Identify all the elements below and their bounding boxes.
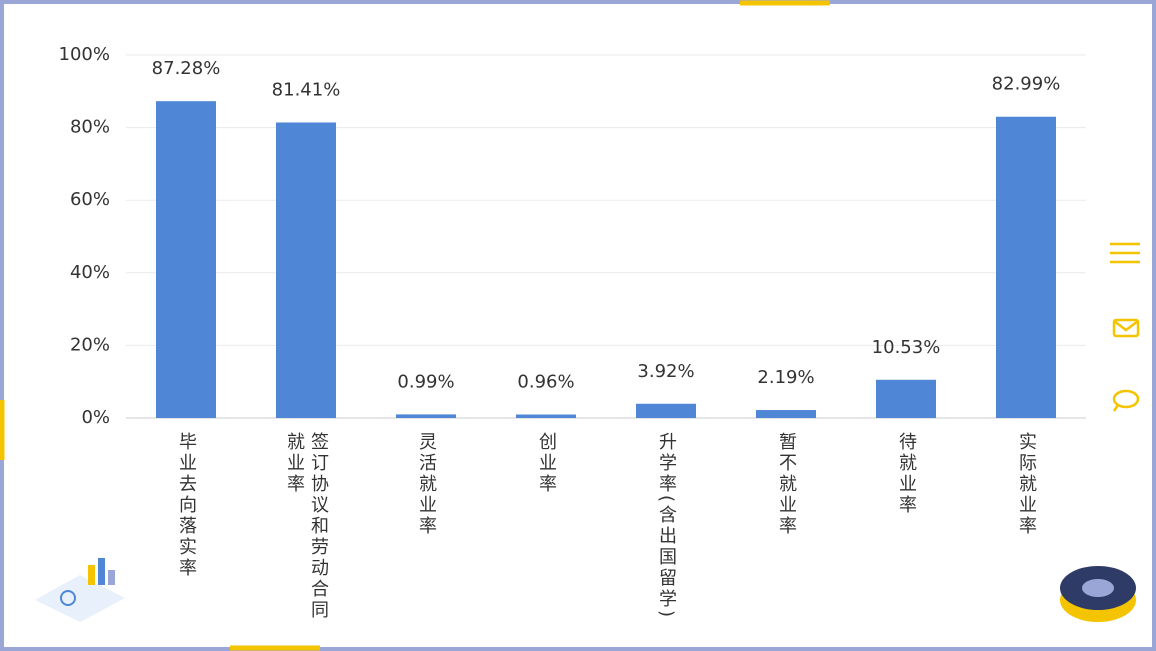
value-label: 81.41% <box>272 79 341 100</box>
mail-icon[interactable] <box>1112 318 1140 338</box>
y-tick-label: 60% <box>70 189 110 210</box>
value-label: 2.19% <box>757 367 814 388</box>
value-label: 3.92% <box>637 361 694 382</box>
x-tick-label: 毕业去向落实率 <box>176 432 197 579</box>
value-label: 0.99% <box>397 371 454 392</box>
decor-donut <box>1060 566 1136 622</box>
chat-icon[interactable] <box>1112 389 1140 412</box>
bar <box>636 403 696 418</box>
bar <box>876 379 936 418</box>
y-tick-label: 0% <box>81 407 110 428</box>
x-tick-label: 灵活就业率 <box>416 432 437 537</box>
x-tick-label: 创业率 <box>536 432 557 495</box>
x-tick-label: 暂不就业率 <box>776 432 797 537</box>
y-tick-label: 20% <box>70 334 110 355</box>
bar <box>756 410 816 418</box>
value-label: 87.28% <box>152 58 221 79</box>
decor-illustration <box>35 558 125 622</box>
y-tick-label: 40% <box>70 262 110 283</box>
y-tick-label: 100% <box>59 44 110 65</box>
x-tick-label: 待就业率 <box>896 432 917 516</box>
value-label: 10.53% <box>872 337 941 358</box>
bar <box>516 414 576 418</box>
bar <box>396 414 456 418</box>
x-tick-label: 签订协议和劳动合同就业率 <box>284 432 329 621</box>
x-tick-label: 实际就业率 <box>1016 432 1037 537</box>
x-tick-label: 升学率(含出国留学) <box>656 432 677 621</box>
bar <box>996 116 1056 418</box>
bar <box>276 122 336 419</box>
menu-icon[interactable] <box>1110 242 1140 264</box>
value-label: 82.99% <box>992 74 1061 95</box>
value-label: 0.96% <box>517 372 574 393</box>
y-tick-label: 80% <box>70 117 110 138</box>
bar <box>156 101 216 419</box>
